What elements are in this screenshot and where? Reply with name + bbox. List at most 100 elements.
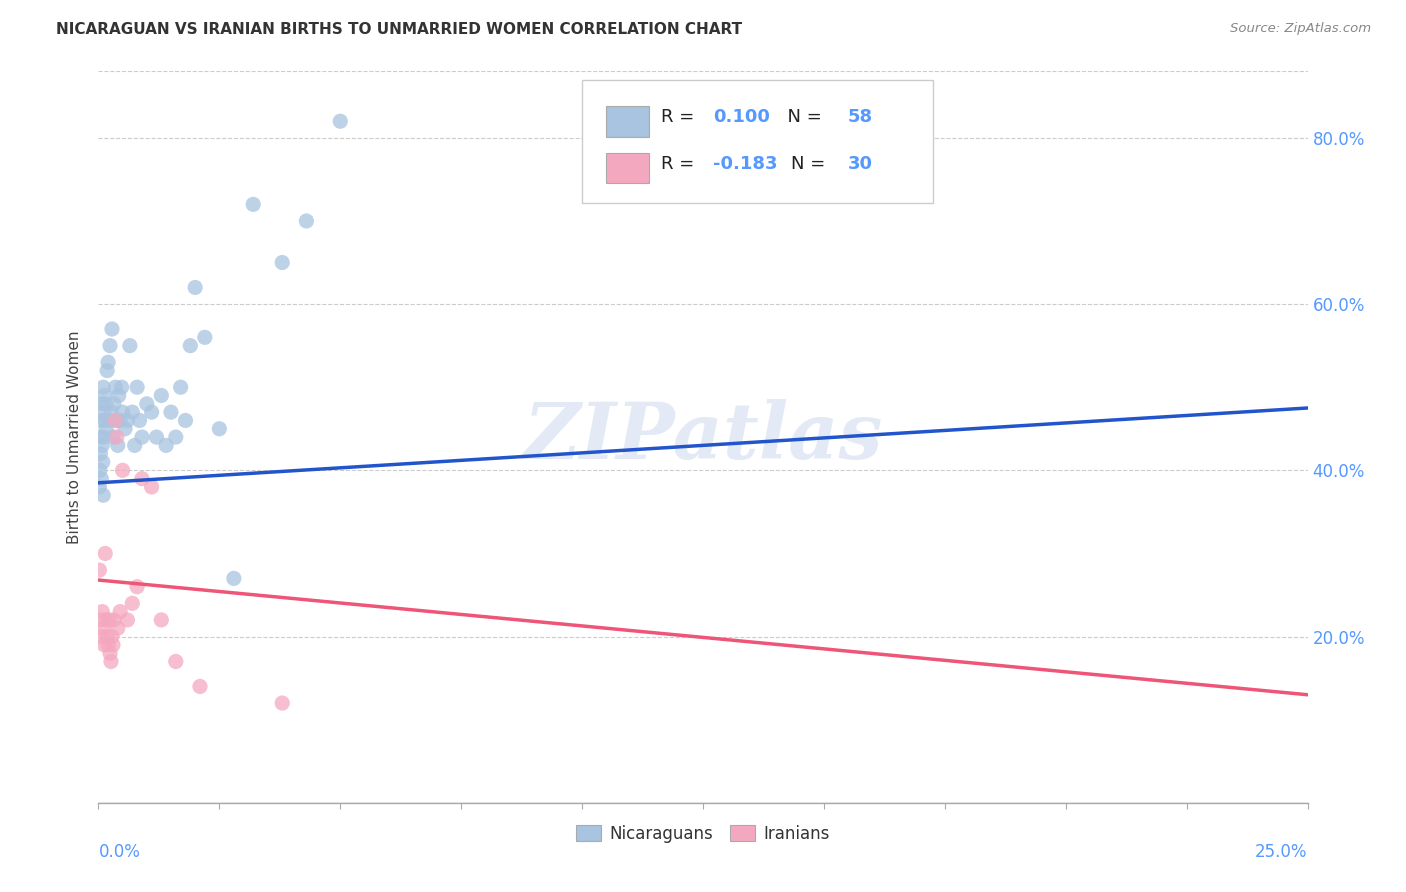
- Point: [91, 380, 114, 394]
- Text: R =: R =: [661, 109, 700, 127]
- Point: [121, 405, 143, 419]
- Point: [295, 214, 318, 228]
- Point: [93, 430, 115, 444]
- Point: [89, 563, 111, 577]
- Point: [208, 422, 231, 436]
- Point: [90, 630, 112, 644]
- Point: [160, 405, 183, 419]
- Text: N =: N =: [776, 109, 827, 127]
- Point: [89, 613, 111, 627]
- Text: 0.100: 0.100: [713, 109, 769, 127]
- Point: [91, 488, 114, 502]
- Point: [98, 613, 121, 627]
- Point: [105, 430, 128, 444]
- Point: [96, 422, 118, 436]
- Point: [94, 397, 117, 411]
- Text: 25.0%: 25.0%: [1256, 843, 1308, 861]
- Point: [117, 613, 139, 627]
- FancyBboxPatch shape: [606, 106, 648, 137]
- Point: [90, 397, 112, 411]
- Point: [94, 546, 117, 560]
- Point: [155, 438, 177, 452]
- Point: [118, 338, 141, 352]
- Point: [135, 397, 157, 411]
- Text: Source: ZipAtlas.com: Source: ZipAtlas.com: [1230, 22, 1371, 36]
- Point: [107, 621, 129, 635]
- Point: [101, 638, 124, 652]
- Point: [188, 680, 211, 694]
- Point: [111, 463, 134, 477]
- Point: [194, 330, 217, 344]
- Point: [91, 455, 114, 469]
- Point: [90, 413, 112, 427]
- Point: [104, 413, 127, 427]
- Point: [101, 430, 124, 444]
- Point: [222, 571, 245, 585]
- FancyBboxPatch shape: [606, 153, 648, 183]
- Point: [111, 380, 134, 394]
- Point: [96, 613, 118, 627]
- Point: [104, 380, 127, 394]
- Point: [107, 388, 129, 402]
- Point: [111, 405, 134, 419]
- Point: [131, 472, 153, 486]
- Point: [271, 255, 294, 269]
- Point: [91, 438, 114, 452]
- Point: [89, 463, 111, 477]
- Point: [91, 621, 114, 635]
- Point: [121, 596, 143, 610]
- Point: [93, 388, 115, 402]
- Point: [90, 472, 112, 486]
- Point: [101, 630, 124, 644]
- Point: [89, 480, 111, 494]
- Point: [150, 388, 173, 402]
- Text: -0.183: -0.183: [713, 155, 778, 173]
- Point: [98, 646, 121, 660]
- Text: N =: N =: [792, 155, 831, 173]
- Point: [90, 430, 112, 444]
- Point: [108, 605, 131, 619]
- Point: [165, 655, 187, 669]
- Point: [91, 605, 114, 619]
- Point: [89, 447, 111, 461]
- Point: [114, 422, 136, 436]
- Point: [96, 630, 118, 644]
- Point: [94, 413, 117, 427]
- Point: [97, 638, 120, 652]
- Text: 30: 30: [848, 155, 873, 173]
- Point: [271, 696, 294, 710]
- Point: [98, 338, 121, 352]
- Point: [174, 413, 197, 427]
- Point: [97, 355, 120, 369]
- Point: [100, 655, 122, 669]
- Point: [124, 438, 146, 452]
- Text: R =: R =: [661, 155, 700, 173]
- Point: [131, 430, 153, 444]
- Point: [105, 413, 128, 427]
- Point: [93, 638, 115, 652]
- Point: [96, 363, 118, 377]
- Point: [145, 430, 167, 444]
- Point: [141, 405, 163, 419]
- Text: 58: 58: [848, 109, 873, 127]
- Legend: Nicaraguans, Iranians: Nicaraguans, Iranians: [569, 818, 837, 849]
- Point: [101, 322, 124, 336]
- Point: [150, 613, 173, 627]
- Point: [103, 397, 125, 411]
- Point: [141, 480, 163, 494]
- Point: [169, 380, 191, 394]
- Text: ZIPatlas: ZIPatlas: [523, 399, 883, 475]
- Point: [329, 114, 352, 128]
- Y-axis label: Births to Unmarried Women: Births to Unmarried Women: [67, 330, 83, 544]
- Point: [100, 405, 122, 419]
- Point: [165, 430, 187, 444]
- Point: [179, 338, 201, 352]
- Point: [184, 280, 207, 294]
- Point: [242, 197, 264, 211]
- Point: [117, 413, 139, 427]
- Point: [93, 405, 115, 419]
- Text: NICARAGUAN VS IRANIAN BIRTHS TO UNMARRIED WOMEN CORRELATION CHART: NICARAGUAN VS IRANIAN BIRTHS TO UNMARRIE…: [56, 22, 742, 37]
- Text: 0.0%: 0.0%: [98, 843, 141, 861]
- FancyBboxPatch shape: [582, 80, 932, 203]
- Point: [108, 413, 131, 427]
